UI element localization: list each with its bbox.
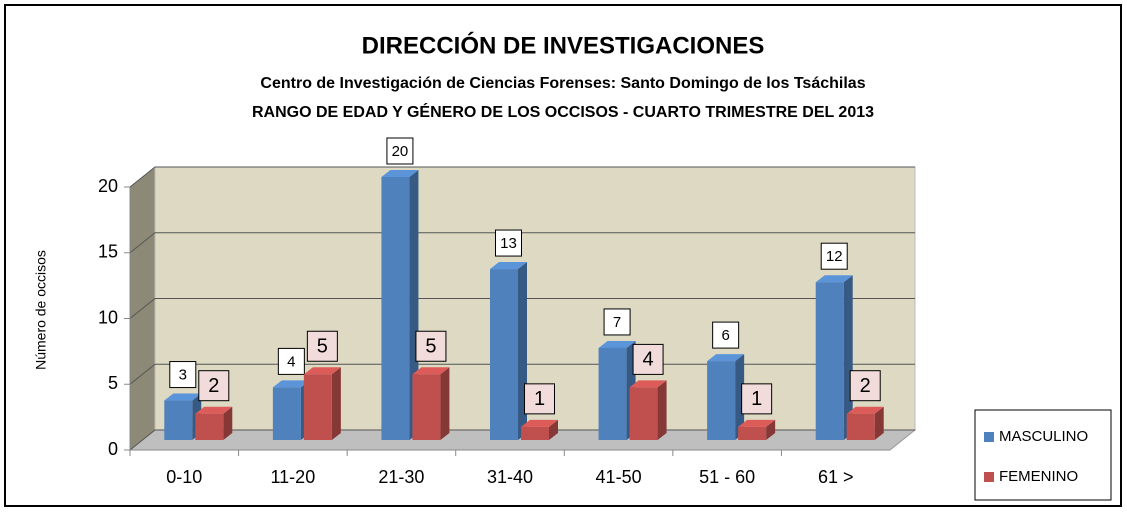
bar-top bbox=[195, 406, 233, 414]
x-tick-label: 41-50 bbox=[596, 467, 642, 487]
bar-top bbox=[490, 262, 527, 270]
bar-side bbox=[874, 406, 884, 440]
y-tick-label: 10 bbox=[98, 307, 118, 327]
data-label: 3 bbox=[179, 367, 187, 384]
data-label: 12 bbox=[826, 248, 843, 265]
legend-label: FEMENINO bbox=[999, 468, 1078, 485]
data-label: 6 bbox=[721, 327, 729, 344]
bar bbox=[815, 282, 844, 440]
data-label: 5 bbox=[317, 336, 328, 358]
data-label: 4 bbox=[643, 349, 654, 371]
data-label: 2 bbox=[208, 375, 219, 397]
data-label: 5 bbox=[425, 336, 436, 358]
grid-line bbox=[129, 232, 915, 254]
legend bbox=[974, 409, 1112, 501]
data-label-box bbox=[306, 330, 338, 362]
data-label-box bbox=[820, 242, 848, 270]
bar bbox=[738, 426, 767, 440]
bar bbox=[629, 387, 658, 440]
y-tick-label: 0 bbox=[108, 439, 118, 459]
y-tick-label: 15 bbox=[98, 242, 118, 262]
chart-title: DIRECCIÓN DE INVESTIGACIONES bbox=[362, 31, 765, 59]
x-tick-label: 0-10 bbox=[166, 467, 202, 487]
data-label: 4 bbox=[287, 353, 295, 370]
bar-side bbox=[549, 419, 558, 440]
legend-swatch bbox=[984, 432, 994, 442]
bar bbox=[521, 426, 549, 440]
bar bbox=[381, 177, 410, 440]
bar bbox=[412, 374, 441, 440]
bar-top bbox=[303, 367, 341, 375]
bar-side bbox=[440, 367, 450, 440]
data-label-box bbox=[712, 321, 740, 349]
bar-top bbox=[164, 393, 202, 401]
data-label: 1 bbox=[534, 388, 545, 410]
data-label-box bbox=[277, 347, 305, 375]
data-label: 13 bbox=[500, 235, 517, 252]
data-label: 7 bbox=[613, 314, 621, 331]
data-label-box bbox=[495, 229, 522, 257]
bar-side bbox=[223, 406, 233, 440]
x-tick-label: 51 - 60 bbox=[699, 467, 755, 487]
bar-side bbox=[657, 380, 667, 440]
bar-side bbox=[766, 419, 776, 440]
bar bbox=[164, 400, 193, 440]
data-label-box bbox=[632, 343, 664, 375]
bar-side bbox=[331, 367, 341, 440]
chart-subtitle: RANGO DE EDAD Y GÉNERO DE LOS OCCISOS - … bbox=[252, 102, 874, 121]
data-label-box bbox=[603, 308, 631, 336]
chart-subtitle: Centro de Investigación de Ciencias Fore… bbox=[260, 75, 865, 92]
data-label-box bbox=[849, 370, 881, 402]
bar-top bbox=[846, 406, 884, 414]
y-axis-label: Número de occisos bbox=[33, 250, 49, 370]
grid-line bbox=[129, 298, 915, 319]
data-label: 20 bbox=[392, 143, 409, 160]
bar-top bbox=[629, 380, 667, 388]
bar bbox=[846, 413, 875, 440]
data-label-box bbox=[198, 370, 230, 402]
bar bbox=[490, 269, 518, 440]
data-label-box bbox=[415, 330, 447, 362]
x-tick-label: 21-30 bbox=[378, 467, 424, 487]
y-tick-label: 5 bbox=[108, 373, 118, 393]
bar bbox=[598, 347, 627, 440]
bar-top bbox=[521, 419, 558, 427]
data-label-box bbox=[524, 383, 555, 415]
bar-top bbox=[381, 170, 419, 177]
grid-line bbox=[129, 166, 915, 188]
data-label-box bbox=[386, 137, 414, 165]
bar-top bbox=[815, 275, 853, 283]
data-label: 2 bbox=[860, 375, 871, 397]
bar bbox=[272, 387, 301, 440]
bar-side bbox=[735, 354, 745, 440]
bar-top bbox=[707, 354, 745, 362]
bar bbox=[195, 413, 224, 440]
legend-swatch bbox=[984, 472, 994, 482]
legend-label: MASCULINO bbox=[999, 428, 1088, 445]
bar-top bbox=[272, 380, 310, 388]
y-tick-label: 20 bbox=[98, 176, 118, 196]
bar-top bbox=[412, 367, 450, 375]
x-tick-label: 11-20 bbox=[271, 467, 316, 487]
bar bbox=[303, 374, 332, 440]
bar bbox=[707, 361, 736, 440]
bar-top bbox=[738, 419, 776, 427]
data-label: 1 bbox=[751, 388, 762, 410]
x-tick-label: 61 > bbox=[818, 467, 854, 487]
data-label-box bbox=[741, 383, 773, 415]
data-label-box bbox=[169, 361, 197, 389]
bar-top bbox=[598, 340, 636, 348]
x-tick-label: 31-40 bbox=[487, 467, 533, 487]
